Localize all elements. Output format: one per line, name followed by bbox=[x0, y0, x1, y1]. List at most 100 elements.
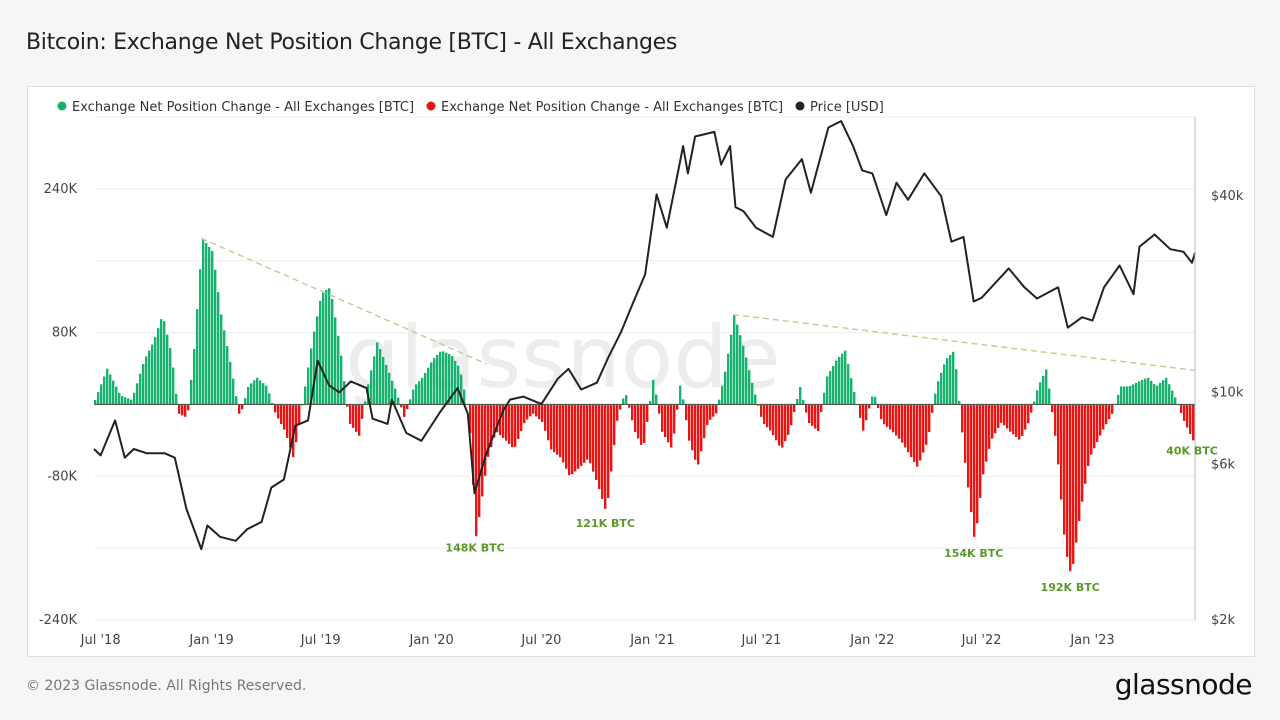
bar-positive bbox=[325, 290, 327, 405]
bar-negative bbox=[1099, 404, 1101, 435]
annotation-label: 154K BTC bbox=[944, 547, 1003, 560]
bar-positive bbox=[1153, 384, 1155, 404]
bar-negative bbox=[406, 404, 408, 409]
bar-positive bbox=[1162, 380, 1164, 404]
bar-positive bbox=[100, 384, 102, 404]
bar-negative bbox=[964, 404, 966, 462]
bar-positive bbox=[256, 378, 258, 405]
bar-negative bbox=[520, 404, 522, 431]
bar-positive bbox=[202, 239, 204, 404]
bar-negative bbox=[565, 404, 567, 468]
bar-positive bbox=[1129, 386, 1131, 404]
bar-positive bbox=[133, 393, 135, 405]
bar-negative bbox=[787, 404, 789, 434]
bar-negative bbox=[1006, 404, 1008, 428]
bar-positive bbox=[397, 398, 399, 405]
annotation-label: 148K BTC bbox=[445, 541, 504, 554]
net-position-bars bbox=[94, 239, 1195, 571]
bar-negative bbox=[919, 404, 921, 460]
bar-positive bbox=[454, 361, 456, 405]
bar-positive bbox=[163, 321, 165, 404]
bar-positive bbox=[829, 371, 831, 404]
bar-positive bbox=[652, 380, 654, 405]
bar-negative bbox=[1024, 404, 1026, 429]
bar-positive bbox=[394, 389, 396, 405]
bar-positive bbox=[334, 317, 336, 404]
bar-negative bbox=[766, 404, 768, 427]
bar-positive bbox=[625, 395, 627, 404]
bar-positive bbox=[847, 364, 849, 404]
bar-positive bbox=[94, 400, 96, 404]
bar-negative bbox=[181, 404, 183, 415]
bar-negative bbox=[805, 404, 807, 412]
bar-positive bbox=[322, 291, 324, 404]
bar-negative bbox=[976, 404, 978, 523]
bar-positive bbox=[259, 380, 261, 404]
bar-negative bbox=[670, 404, 672, 447]
bar-positive bbox=[340, 356, 342, 405]
bar-negative bbox=[529, 404, 531, 416]
bar-negative bbox=[559, 404, 561, 457]
bar-negative bbox=[883, 404, 885, 424]
bar-negative bbox=[592, 404, 594, 471]
bar-positive bbox=[220, 314, 222, 404]
bar-negative bbox=[646, 404, 648, 421]
bar-positive bbox=[232, 379, 234, 405]
annotations: 148K BTC121K BTC154K BTC192K BTC40K BTC bbox=[445, 444, 1217, 594]
bar-negative bbox=[811, 404, 813, 425]
bar-negative bbox=[274, 404, 276, 412]
legend-label: Price [USD] bbox=[810, 100, 884, 115]
bar-positive bbox=[196, 309, 198, 404]
bar-positive bbox=[148, 350, 150, 404]
bar-negative bbox=[1012, 404, 1014, 434]
bar-positive bbox=[1138, 381, 1140, 404]
bar-positive bbox=[412, 390, 414, 405]
bar-negative bbox=[238, 404, 240, 413]
bar-negative bbox=[931, 404, 933, 412]
bar-positive bbox=[172, 368, 174, 405]
bar-positive bbox=[721, 386, 723, 405]
bar-negative bbox=[184, 404, 186, 416]
bar-positive bbox=[940, 373, 942, 405]
bar-negative bbox=[793, 404, 795, 412]
bar-negative bbox=[688, 404, 690, 440]
bar-negative bbox=[886, 404, 888, 426]
y-left-tick-label: 240K bbox=[44, 182, 78, 197]
bar-negative bbox=[1111, 404, 1113, 413]
bar-positive bbox=[247, 387, 249, 404]
bar-negative bbox=[298, 404, 300, 423]
bar-positive bbox=[415, 384, 417, 404]
bar-negative bbox=[667, 404, 669, 442]
bar-negative bbox=[505, 404, 507, 440]
bar-negative bbox=[1021, 404, 1023, 436]
bar-negative bbox=[661, 404, 663, 431]
bar-negative bbox=[1084, 404, 1086, 483]
bar-negative bbox=[991, 404, 993, 438]
bar-negative bbox=[694, 404, 696, 459]
bar-positive bbox=[226, 346, 228, 404]
bar-positive bbox=[253, 380, 255, 404]
bar-negative bbox=[607, 404, 609, 498]
x-tick-label: Jul '22 bbox=[961, 633, 1002, 648]
bar-negative bbox=[889, 404, 891, 429]
bar-negative bbox=[1027, 404, 1029, 423]
bar-positive bbox=[844, 351, 846, 405]
bar-positive bbox=[739, 335, 741, 404]
bar-positive bbox=[1171, 391, 1173, 405]
bar-positive bbox=[1144, 379, 1146, 405]
bar-positive bbox=[190, 380, 192, 405]
bar-negative bbox=[892, 404, 894, 432]
bar-negative bbox=[769, 404, 771, 430]
bar-negative bbox=[178, 404, 180, 413]
bar-negative bbox=[1096, 404, 1098, 441]
bar-negative bbox=[637, 404, 639, 438]
bar-positive bbox=[421, 378, 423, 405]
bar-negative bbox=[895, 404, 897, 435]
bar-negative bbox=[541, 404, 543, 422]
bar-positive bbox=[151, 345, 153, 405]
x-tick-label: Jan '19 bbox=[188, 633, 233, 648]
bar-negative bbox=[586, 404, 588, 459]
bar-positive bbox=[235, 396, 237, 404]
bar-negative bbox=[352, 404, 354, 427]
bar-negative bbox=[1018, 404, 1020, 439]
